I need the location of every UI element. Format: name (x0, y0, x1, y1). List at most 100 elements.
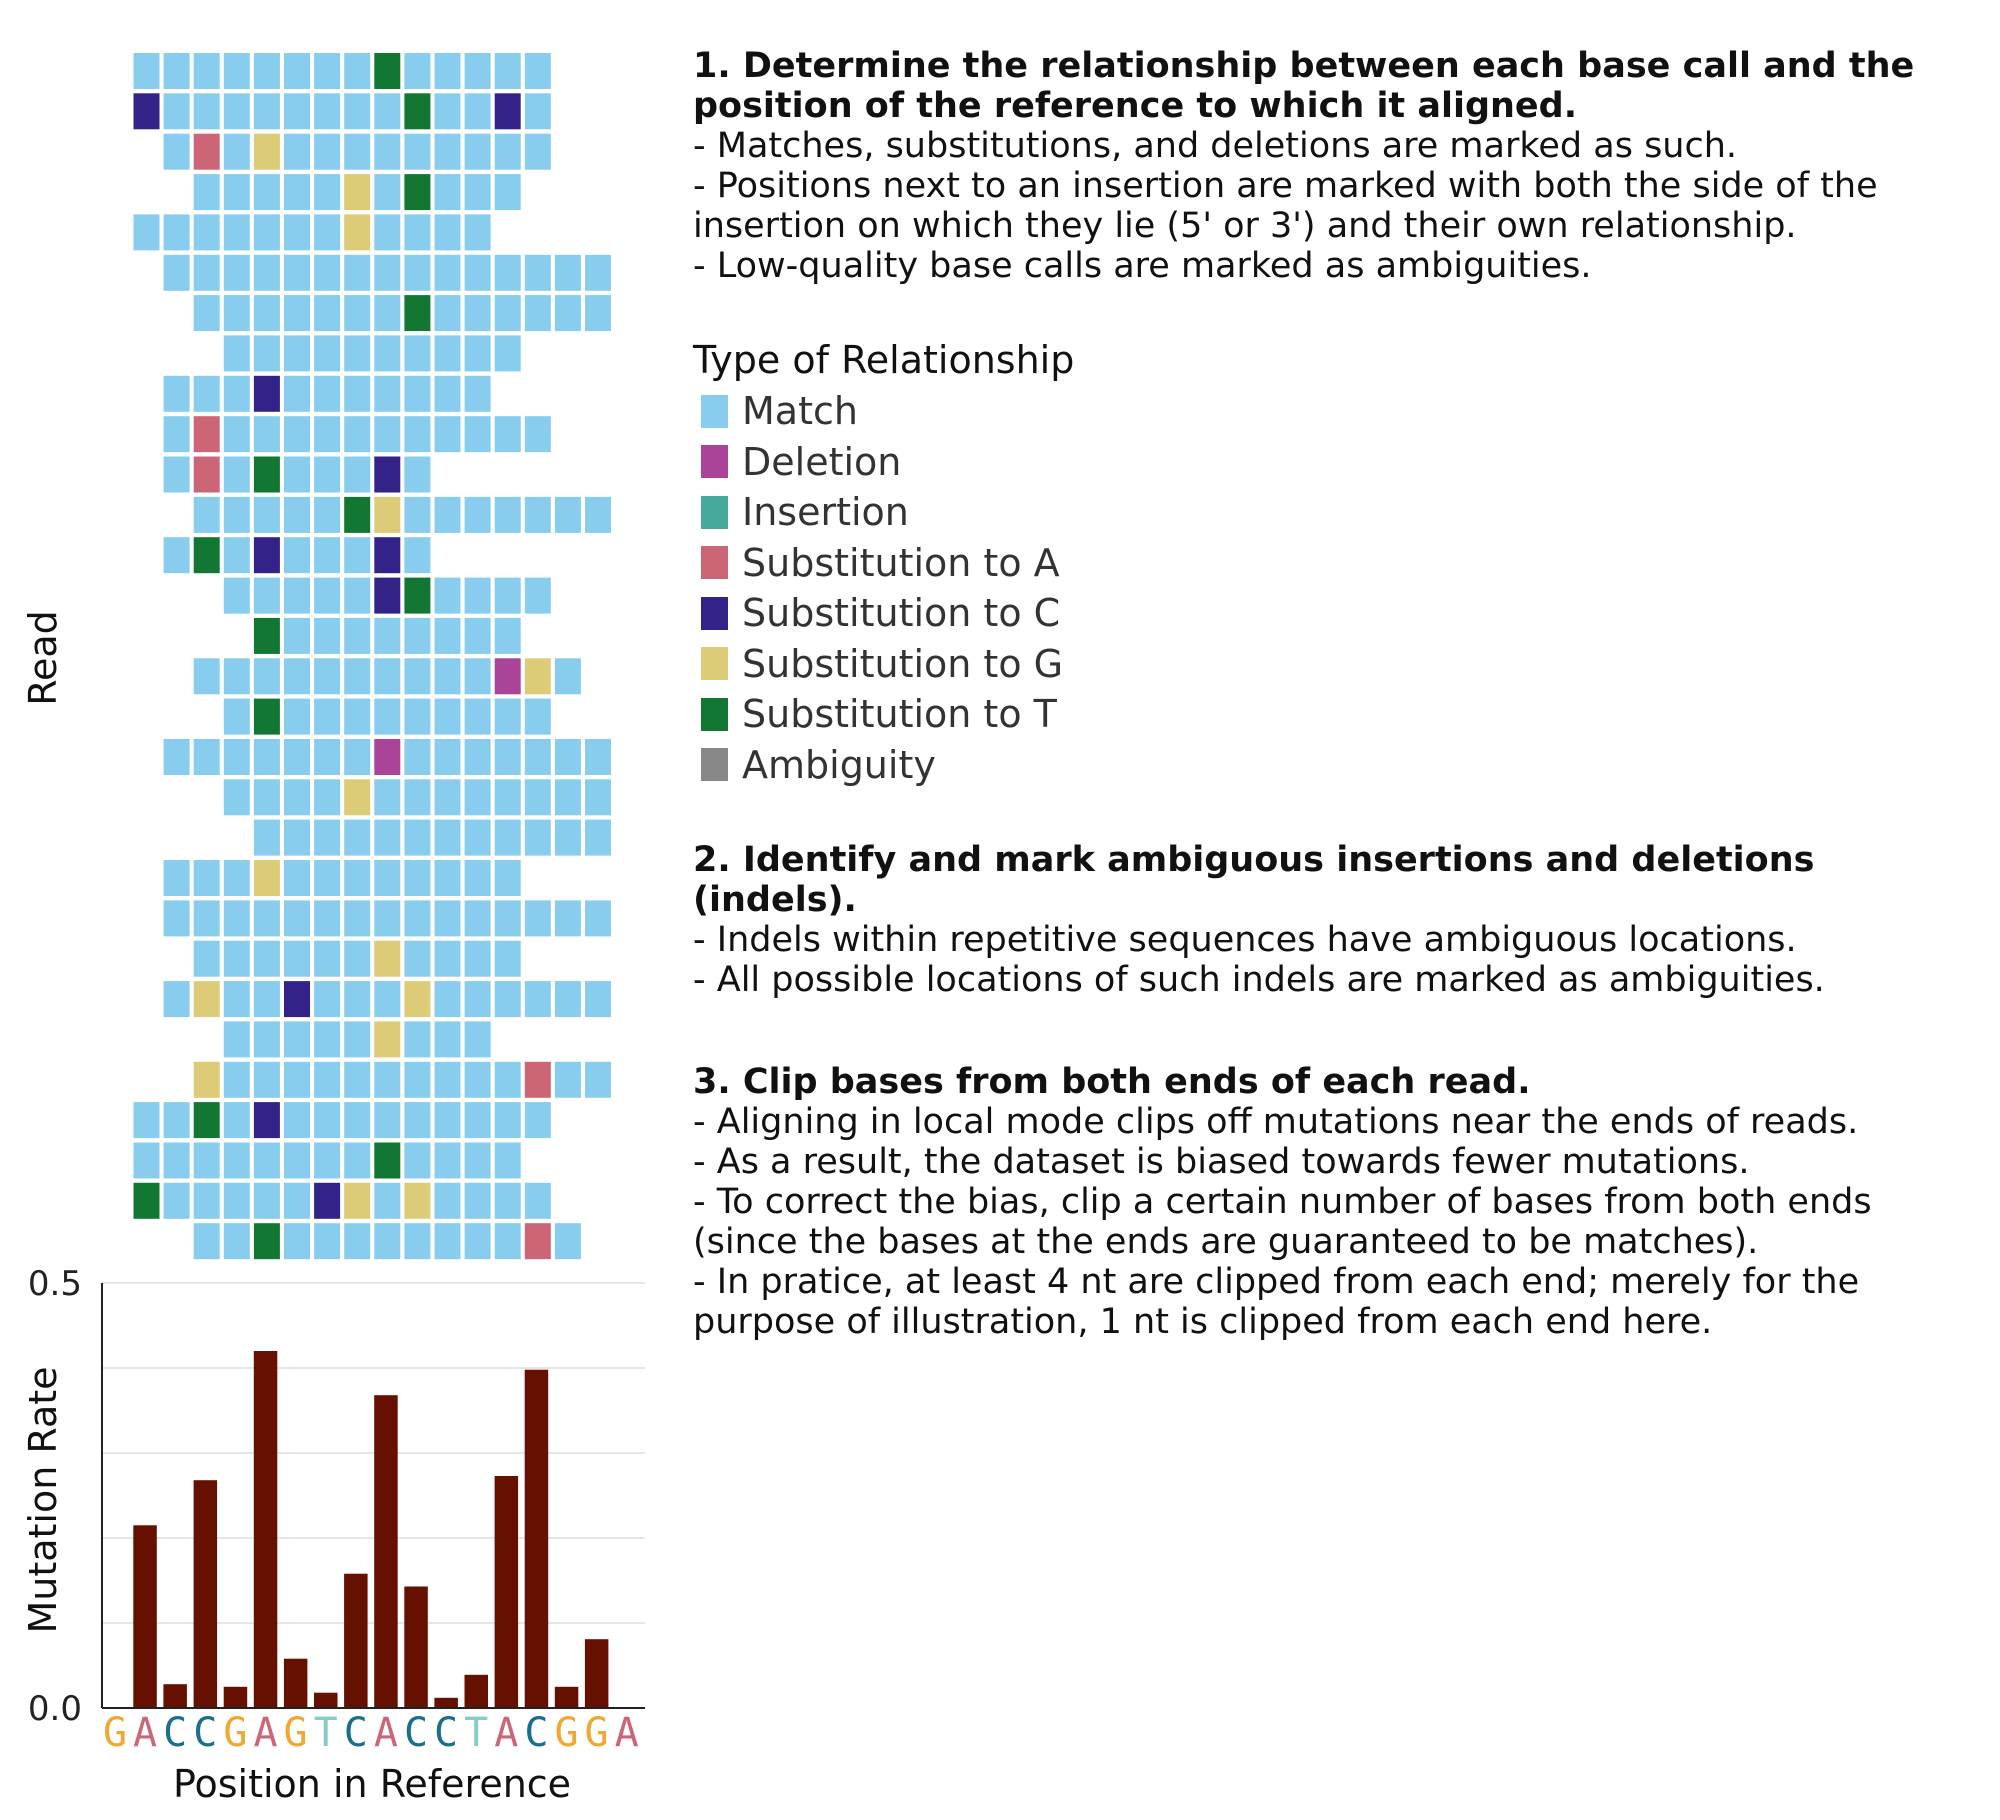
read-cell (494, 900, 521, 937)
legend-label: Substitution to T (742, 692, 1057, 737)
step-3-line-4: - In pratice, at least 4 nt are clipped … (693, 1262, 1860, 1342)
read-cell (374, 254, 401, 291)
read-cell (314, 133, 341, 170)
read-cell (404, 981, 431, 1018)
read-cell (284, 53, 310, 89)
legend-swatch (701, 596, 728, 630)
read-cell (253, 900, 280, 937)
read-cell (524, 1102, 551, 1139)
read-cell (374, 214, 401, 251)
read-cell (494, 133, 521, 170)
read-cell (223, 496, 250, 533)
read-cell (464, 1142, 491, 1179)
read-cell (193, 133, 220, 170)
read-cell (464, 53, 491, 89)
read-cell (494, 1223, 521, 1260)
read-cell (554, 981, 581, 1018)
legend-item: Match (693, 386, 1983, 437)
read-cell (314, 456, 341, 493)
read-cell (223, 53, 250, 89)
read-cell (404, 940, 431, 977)
read-cell (404, 214, 431, 251)
read-cell (344, 779, 371, 816)
read-cell (494, 981, 521, 1018)
read-cell (374, 335, 401, 372)
read-cell (494, 335, 521, 372)
read-cell (314, 254, 341, 291)
read-cell (404, 133, 431, 170)
read-cell (404, 658, 431, 695)
read-cell (344, 819, 371, 856)
read-cell (314, 819, 341, 856)
read-cell (494, 1061, 521, 1098)
reference-base-label: G (554, 1710, 578, 1756)
read-cell (314, 1142, 341, 1179)
read-cell (284, 174, 310, 211)
read-cell (163, 214, 190, 251)
read-cell (494, 496, 521, 533)
read-cell (163, 1182, 190, 1219)
read-cell (253, 1142, 280, 1179)
bar-chart-xlabel: Position in Reference (173, 1762, 571, 1806)
read-cell (223, 739, 250, 775)
read-cell (344, 940, 371, 977)
reference-base-label: G (103, 1710, 127, 1756)
read-cell (404, 93, 431, 130)
reference-base-label: A (374, 1710, 398, 1756)
read-cell (253, 375, 280, 412)
read-cell (524, 577, 551, 614)
legend-label: Ambiguity (742, 742, 936, 787)
bar (344, 1573, 368, 1708)
read-cell (314, 1102, 341, 1139)
read-cell (253, 254, 280, 291)
legend-swatch (701, 647, 728, 681)
bar-chart-bars (133, 1351, 609, 1709)
read-cell (223, 698, 250, 735)
legend-swatch (701, 495, 728, 529)
read-cell (494, 779, 521, 816)
read-cell (374, 1142, 401, 1179)
read-cell (434, 416, 461, 453)
read-cell (464, 658, 491, 695)
read-cell (253, 537, 280, 574)
read-cell (404, 1102, 431, 1139)
read-cell (464, 698, 491, 735)
read-cell (314, 416, 341, 453)
read-cell (404, 1142, 431, 1179)
read-cell (434, 981, 461, 1018)
read-cell (434, 93, 461, 130)
read-cell (344, 456, 371, 493)
bar (223, 1686, 248, 1709)
read-cell (133, 53, 160, 89)
read-cell (464, 416, 491, 453)
read-cell (253, 981, 280, 1018)
read-cell (344, 1061, 371, 1098)
bar (524, 1369, 549, 1708)
legend-swatch (701, 546, 728, 580)
read-cell (374, 900, 401, 937)
read-cell (163, 53, 190, 89)
read-cell (494, 1142, 521, 1179)
bar (494, 1476, 519, 1708)
read-cell (464, 1061, 491, 1098)
legend-label: Match (742, 389, 858, 434)
bar (554, 1686, 579, 1709)
read-cell (314, 1223, 341, 1260)
read-cell (464, 981, 491, 1018)
legend-item: Deletion (693, 437, 1983, 488)
read-cell (253, 1021, 280, 1058)
read-cell (585, 295, 611, 332)
bar-chart-grid (102, 1282, 645, 1624)
read-cell (374, 1223, 401, 1260)
legend-swatch (701, 445, 728, 479)
step-1-line-1: - Matches, substitutions, and deletions … (693, 126, 1738, 166)
read-cell (404, 53, 431, 89)
read-cell (193, 375, 220, 412)
bar (133, 1525, 157, 1709)
read-cell (434, 617, 461, 654)
read-cell (344, 860, 371, 896)
read-cell (434, 940, 461, 977)
read-cell (374, 1061, 401, 1098)
read-cell (223, 577, 250, 614)
